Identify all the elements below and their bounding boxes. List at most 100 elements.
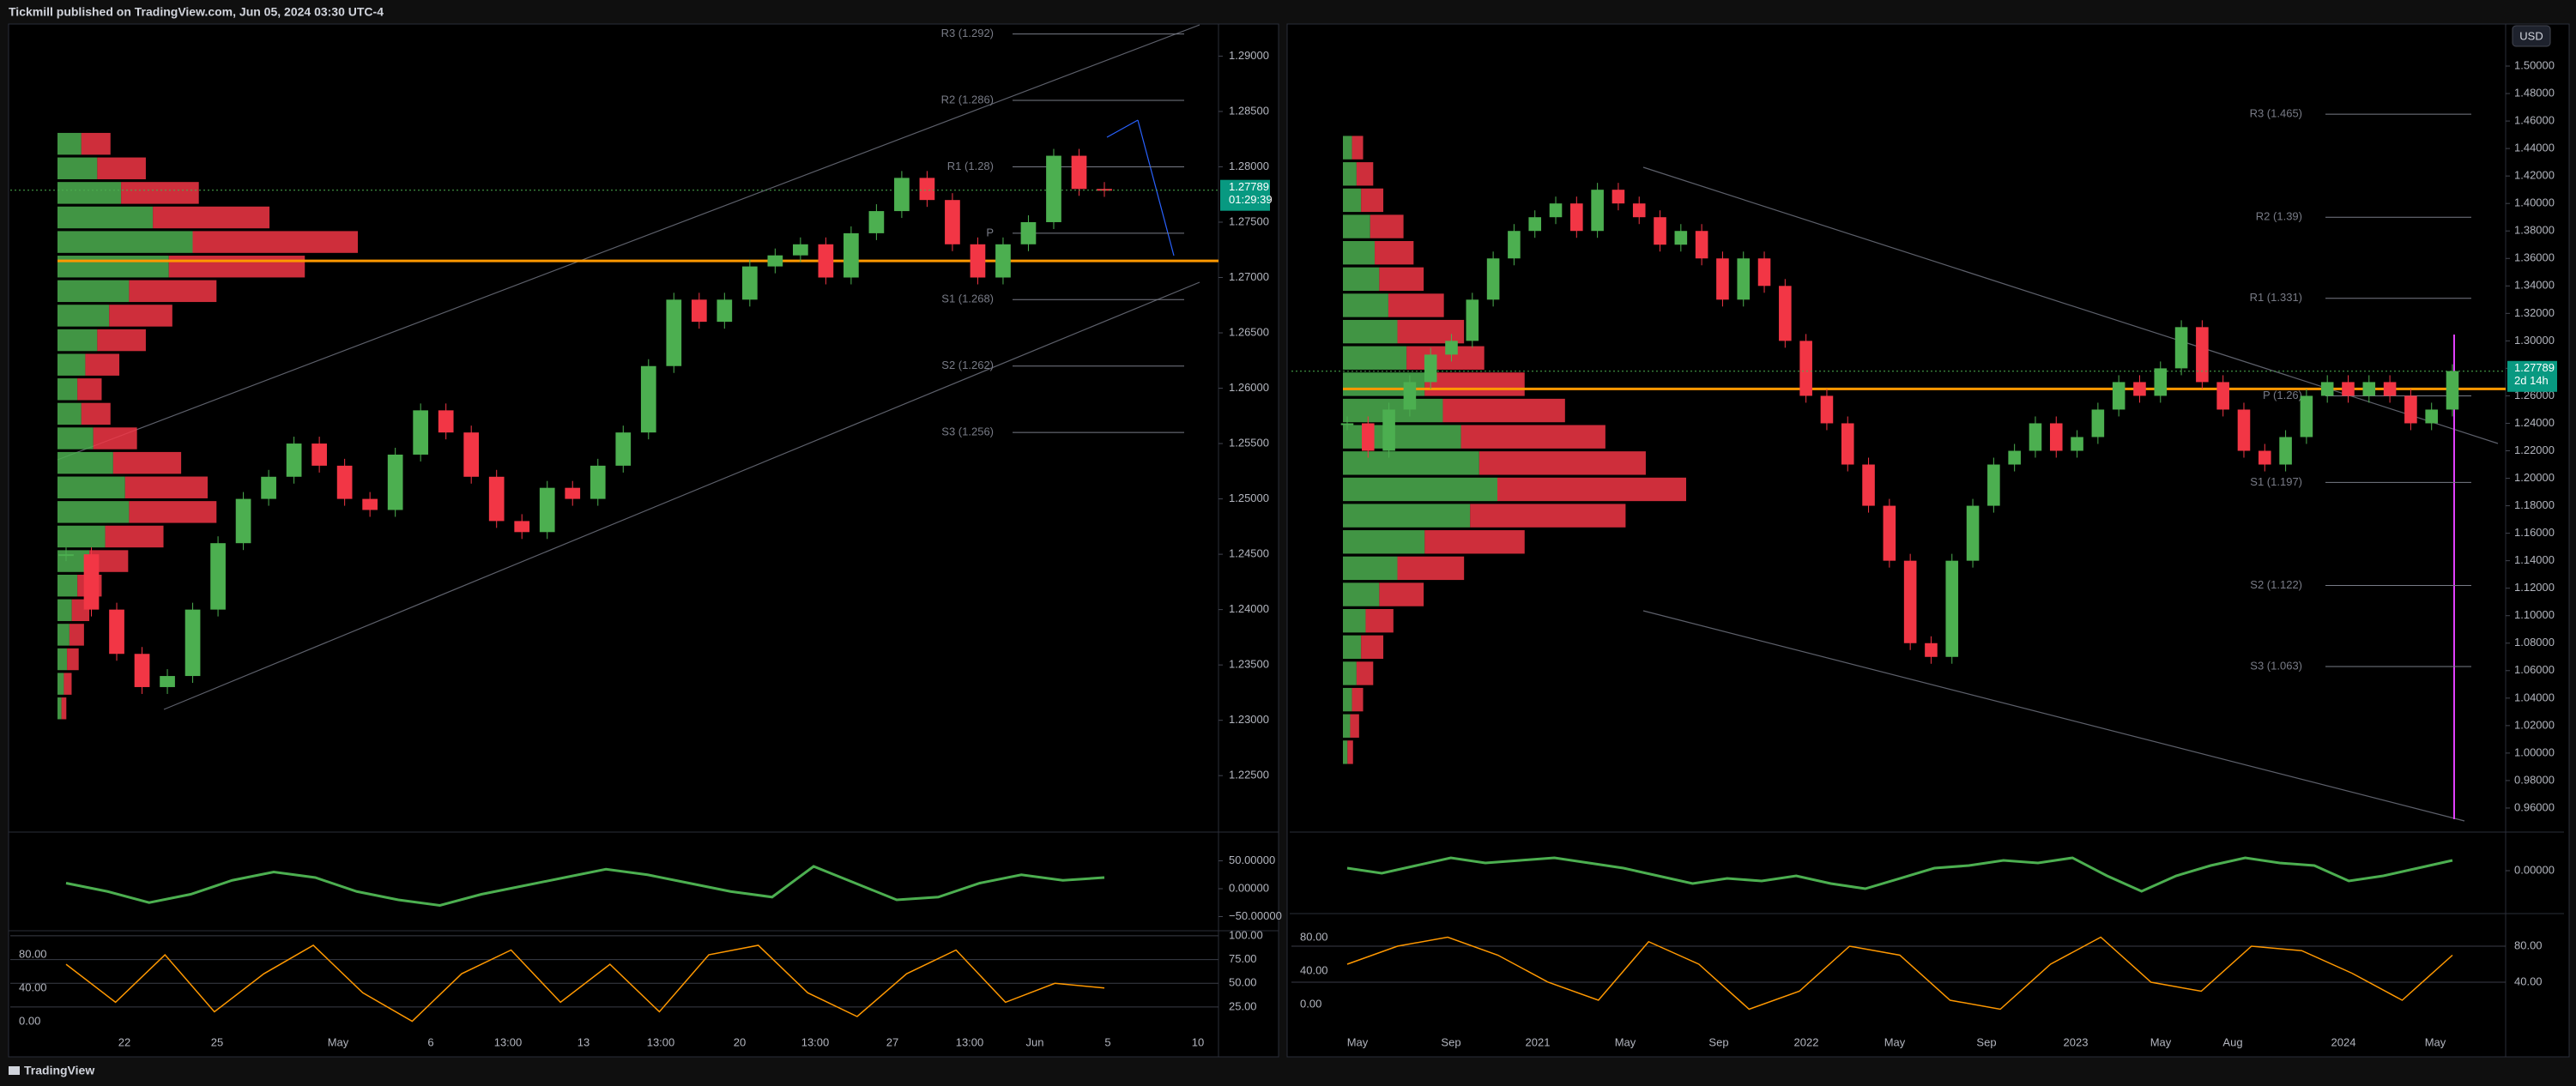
profile-bar-down xyxy=(1397,319,1465,344)
profile-bar-down xyxy=(129,501,217,523)
profile-bar-down xyxy=(1424,530,1525,554)
candle-body xyxy=(1612,190,1625,204)
last-price-box xyxy=(2507,360,2557,392)
candle-body xyxy=(1883,505,1896,561)
y-tick-label: 1.38000 xyxy=(2514,224,2555,237)
candle-body xyxy=(868,211,885,233)
pivot-label: S1 (1.268) xyxy=(941,293,994,305)
pivot-label: R2 (1.39) xyxy=(2256,210,2302,223)
profile-bar-down xyxy=(1350,714,1359,738)
y-tick-label: 1.12000 xyxy=(2514,581,2555,594)
y-tick-label: 1.04000 xyxy=(2514,691,2555,703)
profile-bar-down xyxy=(1442,398,1565,423)
candle-body xyxy=(793,244,808,256)
candle-body xyxy=(1486,258,1500,300)
profile-bar-down xyxy=(1351,136,1364,160)
candle-body xyxy=(2196,327,2209,383)
candle-body xyxy=(1654,217,1666,245)
x-tick-label: 13:00 xyxy=(801,1035,830,1048)
x-tick-label: Jun xyxy=(1026,1035,1044,1048)
profile-bar-down xyxy=(85,353,120,376)
profile-bar-down xyxy=(67,648,79,671)
profile-bar-down xyxy=(1370,214,1404,238)
candle-body xyxy=(134,654,150,687)
profile-bar-up xyxy=(57,648,68,671)
osc-tick-label: 50.00000 xyxy=(1229,854,1275,866)
profile-bar-down xyxy=(1351,687,1364,712)
profile-bar-down xyxy=(129,280,217,303)
candle-body xyxy=(919,178,935,201)
stoch-left-label: 40.00 xyxy=(19,980,47,993)
candle-body xyxy=(691,299,707,323)
candle-body xyxy=(995,244,1011,278)
y-tick-label: 1.42000 xyxy=(2514,169,2555,182)
profile-bar-down xyxy=(61,697,67,720)
x-tick-label: 13:00 xyxy=(494,1035,523,1048)
y-tick-label: 1.48000 xyxy=(2514,86,2555,99)
profile-bar-down xyxy=(124,476,208,498)
candle-body xyxy=(970,244,986,278)
y-tick-label: 1.06000 xyxy=(2514,663,2555,676)
profile-bar-up xyxy=(57,256,169,278)
candle-body xyxy=(1632,203,1646,218)
candle-body xyxy=(590,465,606,499)
profile-bar-down xyxy=(1478,451,1646,475)
y-tick-label: 0.98000 xyxy=(2514,773,2555,786)
x-tick-label: 22 xyxy=(118,1035,130,1048)
y-tick-label: 1.10000 xyxy=(2514,608,2555,621)
currency-button[interactable] xyxy=(2512,25,2551,47)
y-tick-label: 1.30000 xyxy=(2514,334,2555,347)
candle-body xyxy=(1403,382,1417,410)
y-tick-label: 1.28500 xyxy=(1229,104,1269,117)
candle-body xyxy=(184,609,201,677)
profile-bar-up xyxy=(1343,162,1357,186)
y-tick-label: 1.24000 xyxy=(1229,602,1269,615)
profile-bar-up xyxy=(57,231,193,253)
x-tick-label: 25 xyxy=(211,1035,223,1048)
profile-bar-down xyxy=(1356,661,1374,685)
y-tick-label: 1.22500 xyxy=(1229,769,1269,781)
candle-body xyxy=(1362,423,1375,451)
candle-body xyxy=(1903,560,1917,643)
y-tick-label: 1.22000 xyxy=(2514,443,2555,456)
osc-line xyxy=(1346,856,2453,893)
profile-bar-down xyxy=(109,305,172,327)
y-tick-label: 1.14000 xyxy=(2514,553,2555,566)
stoch-tick-label: 40.00 xyxy=(2514,974,2543,987)
candle-body xyxy=(1674,231,1688,245)
y-tick-label: 1.29000 xyxy=(1229,49,1269,62)
profile-bar-down xyxy=(105,525,164,548)
profile-bar-up xyxy=(57,673,64,695)
y-tick-label: 1.08000 xyxy=(2514,636,2555,649)
candle-body xyxy=(2112,382,2126,410)
candle-body xyxy=(2029,423,2042,451)
candle-body xyxy=(2008,450,2021,465)
candle-body xyxy=(945,200,960,244)
profile-bar-up xyxy=(1343,319,1398,344)
profile-bar-up xyxy=(57,501,130,523)
profile-bar-up xyxy=(1343,293,1388,317)
x-tick-label: May xyxy=(2150,1035,2172,1048)
profile-bar-down xyxy=(97,329,146,352)
profile-bar-down xyxy=(153,206,270,229)
candle-body xyxy=(2362,382,2376,396)
y-tick-label: 1.18000 xyxy=(2514,498,2555,511)
footer-brand: TradingView xyxy=(24,1064,94,1077)
profile-bar-down xyxy=(1356,162,1374,186)
candle-body xyxy=(210,543,226,610)
profile-bar-up xyxy=(57,378,78,401)
stoch-line xyxy=(65,944,1105,1023)
channel-lower xyxy=(1642,610,2465,822)
profile-bar-down xyxy=(97,157,146,179)
y-tick-label: 1.16000 xyxy=(2514,526,2555,539)
candle-body xyxy=(1779,286,1792,341)
candle-body xyxy=(1945,560,1959,657)
profile-bar-up xyxy=(1343,582,1380,606)
x-tick-label: 5 xyxy=(1104,1035,1110,1048)
profile-bar-up xyxy=(1343,136,1352,160)
candle-body xyxy=(413,410,429,455)
profile-bar-down xyxy=(77,378,102,401)
trend-lines xyxy=(57,24,2499,822)
profile-bar-up xyxy=(57,599,72,622)
candle-body xyxy=(1570,203,1583,232)
